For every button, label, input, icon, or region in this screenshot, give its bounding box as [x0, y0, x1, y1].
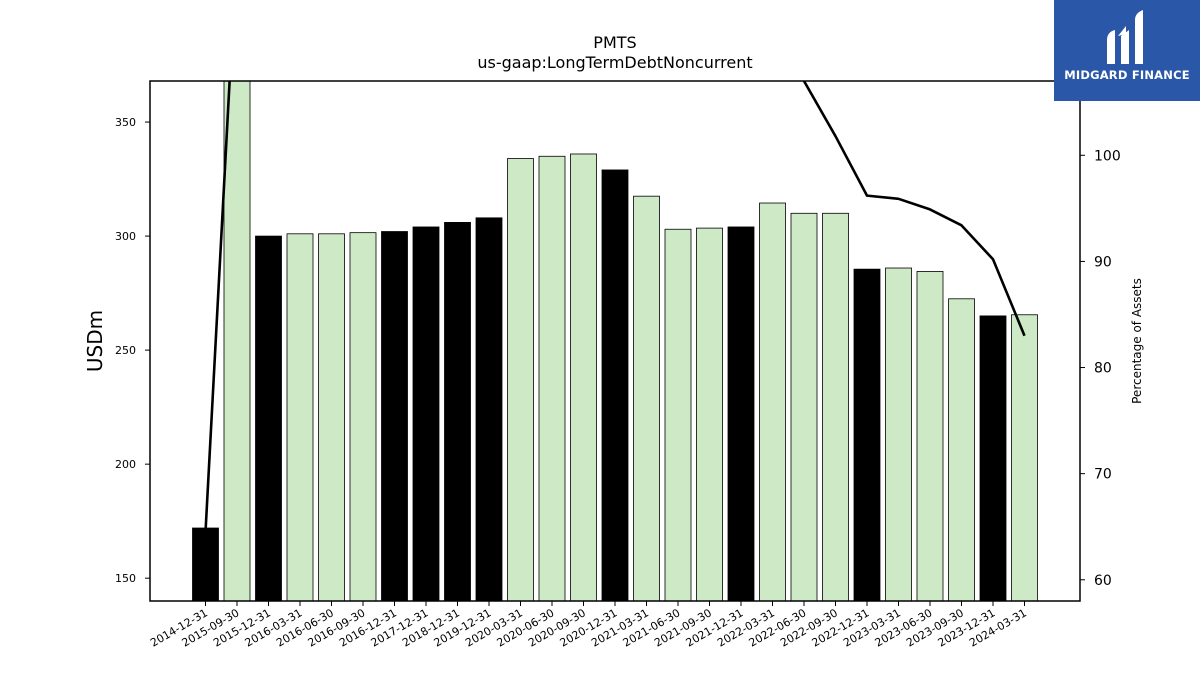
- bar-2016-09-30: [349, 232, 377, 601]
- y-tick-label: 200: [115, 458, 136, 471]
- y-tick-label: 250: [115, 344, 136, 357]
- bar-2023-09-30: [948, 298, 975, 601]
- bar-2016-12-31: [381, 231, 408, 601]
- bar-2021-06-30: [664, 228, 692, 601]
- bar-2021-03-31: [633, 195, 660, 601]
- x-axis: 2014-12-312015-09-302015-12-312016-03-31…: [148, 601, 1029, 650]
- midgard-finance-logo: MIDGARD FINANCE: [1054, 0, 1200, 101]
- bar-2018-12-31: [444, 222, 471, 601]
- y-tick-label: 350: [115, 116, 136, 129]
- y-right-tick-label: 80: [1094, 361, 1112, 377]
- y-right-tick-label: 70: [1094, 467, 1112, 483]
- y-axis-label: USDm: [83, 310, 107, 372]
- bar-2015-12-31: [255, 235, 282, 601]
- y-right-tick-label: 60: [1094, 573, 1112, 589]
- bar-2021-12-31: [727, 226, 755, 601]
- bar-2017-12-31: [412, 226, 440, 601]
- bar-2014-12-31: [192, 527, 219, 601]
- bar-2016-03-31: [286, 233, 314, 601]
- bar-2023-12-31: [979, 315, 1007, 601]
- bar-group: [192, 81, 1038, 601]
- y-axis-right-label: Percentage of Assets: [1130, 278, 1144, 404]
- y-tick-label: 300: [115, 230, 136, 243]
- bar-2023-03-31: [885, 267, 912, 601]
- chart-subtitle: us-gaap:LongTermDebtNoncurrent: [477, 53, 752, 72]
- bar-2016-06-30: [318, 233, 345, 601]
- bar-2022-03-31: [759, 202, 786, 601]
- percentage-of-assets-line: [204, 81, 1026, 533]
- bar-2020-06-30: [538, 155, 566, 601]
- y-right-tick-label: 90: [1094, 254, 1112, 270]
- bar-2023-06-30: [916, 271, 944, 601]
- y-tick-label: 150: [115, 572, 136, 585]
- bar-2024-03-31: [1011, 314, 1038, 601]
- line-group: [204, 81, 1026, 533]
- bar-2022-06-30: [790, 212, 818, 601]
- y-right-tick-label: 100: [1094, 148, 1121, 164]
- bar-2020-03-31: [507, 158, 534, 601]
- plot-frame: [149, 80, 1081, 602]
- bar-2019-12-31: [475, 217, 503, 601]
- chart-title: PMTS: [593, 33, 636, 52]
- logo-mark-icon: [1054, 0, 1200, 70]
- bar-2015-09-30: [223, 81, 251, 601]
- y-axis-right: 60 70 80 90 100: [1080, 148, 1121, 589]
- bar-2021-09-30: [696, 227, 723, 601]
- logo-text: MIDGARD FINANCE: [1064, 68, 1190, 82]
- bar-2022-09-30: [822, 212, 849, 601]
- bar-2020-12-31: [601, 169, 629, 601]
- y-axis-left: 150 200 250 300 350: [115, 116, 150, 585]
- bar-2020-09-30: [570, 153, 597, 601]
- bar-2022-12-31: [853, 268, 881, 601]
